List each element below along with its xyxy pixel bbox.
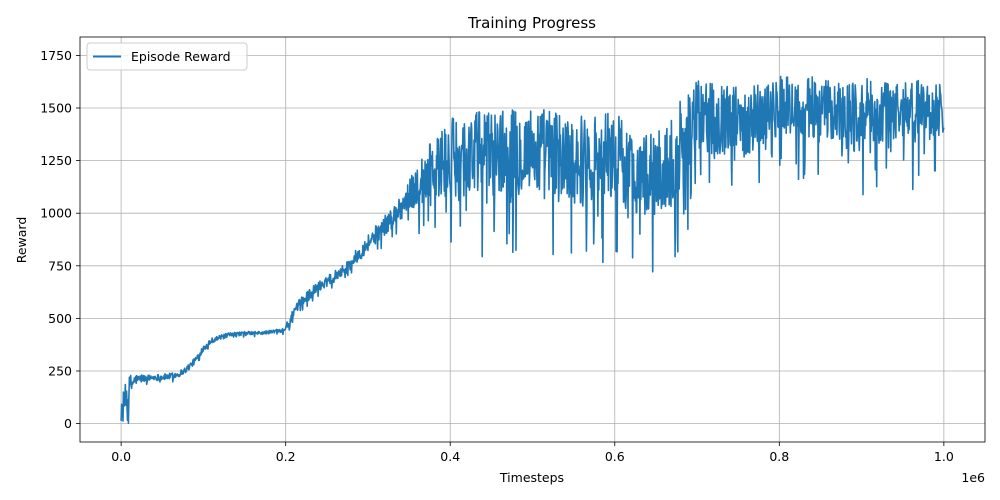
series-line-episode-reward	[120, 75, 945, 425]
y-tick-label: 250	[48, 363, 72, 378]
x-tick-label: 0.2	[276, 449, 296, 464]
x-tick-label: 1.0	[934, 449, 954, 464]
ticks: 0.0 0.2 0.4 0.6 0.8 1.0 0 250 500 750 1000 1250 1500…	[40, 48, 954, 464]
x-tick-label: 0.6	[605, 449, 625, 464]
chart-title: Training Progress	[467, 14, 596, 32]
y-tick-label: 0	[64, 416, 72, 431]
y-tick-label: 1000	[40, 206, 72, 221]
legend-label-episode-reward: Episode Reward	[131, 49, 231, 64]
x-tick-label: 0.0	[111, 449, 131, 464]
x-tick-label: 0.4	[440, 449, 460, 464]
series-layer	[120, 75, 945, 425]
y-tick-label: 1250	[40, 153, 72, 168]
y-tick-label: 500	[48, 311, 72, 326]
legend-box	[86, 42, 248, 71]
y-axis-title: Reward	[14, 217, 29, 264]
x-axis-offset-label: 1e6	[961, 470, 985, 485]
x-tick-label: 0.8	[769, 449, 789, 464]
legend: Episode Reward	[86, 42, 248, 71]
y-tick-label: 1750	[40, 48, 72, 63]
y-tick-label: 750	[48, 258, 72, 273]
plot-frame	[79, 36, 986, 443]
y-tick-label: 1500	[40, 101, 72, 116]
x-axis-title: Timesteps	[499, 470, 564, 485]
